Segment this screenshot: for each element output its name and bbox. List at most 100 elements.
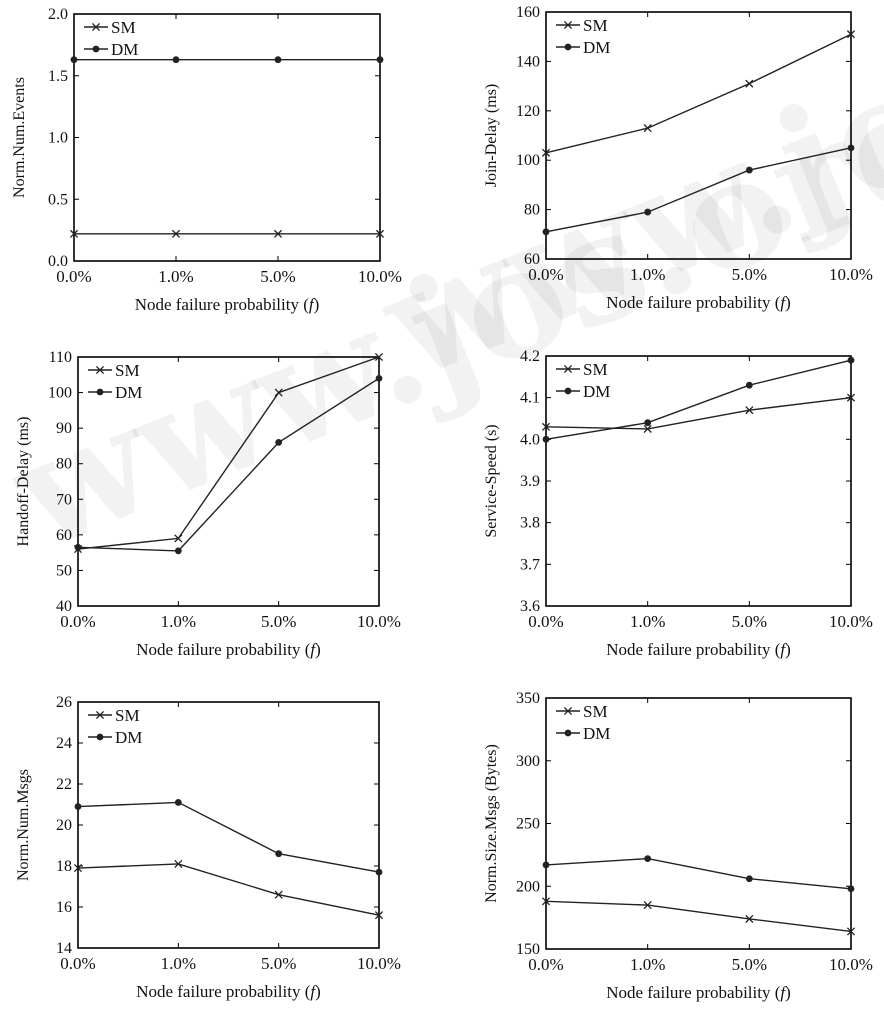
- x-mark-stroke: [374, 911, 384, 920]
- chart-panel-3: 40 50 60 70 80 90 100 110 0.0% 1.0% 5.0% 10.0% Node …: [15, 349, 401, 659]
- x-axis-label: Node failure probability (f): [136, 640, 321, 659]
- y-tick-label: 140: [516, 53, 540, 70]
- y-tick-label: 0.5: [48, 191, 68, 208]
- data-point-dm: [644, 855, 652, 863]
- chart-panel-2: 60 80 100 120 140 160 0.0% 1.0% 5.0% 10.0% Node fa…: [483, 4, 873, 312]
- data-point-sm: [846, 927, 856, 936]
- data-point-dm: [376, 56, 384, 64]
- legend-marker: [564, 387, 572, 395]
- y-tick-label: 18: [56, 858, 72, 875]
- data-point-sm: [846, 393, 856, 402]
- y-tick-label: 4.0: [520, 431, 540, 448]
- series-line-dm: [545, 359, 852, 440]
- legend-label: SM: [115, 706, 140, 725]
- legend-marker: [96, 388, 104, 396]
- legend-label: DM: [583, 38, 610, 57]
- x-tick-label: 1.0%: [630, 955, 665, 974]
- chart-panel-1: 0.0 0.5 1.0 1.5 2.0 0.0% 1.0% 5.0% 10.0% Node fai…: [11, 6, 402, 314]
- x-tick-label: 10.0%: [357, 612, 401, 631]
- data-point-sm: [374, 911, 384, 920]
- data-point-sm: [541, 897, 551, 906]
- data-point-sm: [643, 424, 652, 433]
- legend-label: SM: [111, 18, 136, 37]
- chart-panel-6: 150 200 250 300 350 0.0% 1.0% 5.0% 10.0% Node fai…: [483, 690, 873, 1002]
- x-axis-label: Node failure probability (f): [135, 295, 320, 314]
- y-axis-label: Handoff-Delay (ms): [15, 417, 32, 547]
- y-tick-label: 1.0: [48, 130, 68, 147]
- legend-marker: [95, 365, 105, 375]
- data-point-dm: [274, 56, 282, 64]
- x-mark-stroke: [73, 863, 83, 873]
- x-mark-stroke: [643, 424, 652, 433]
- legend-marker: [92, 45, 100, 53]
- y-axis-label: Norm.Num.Msgs: [15, 769, 32, 881]
- data-point-sm: [174, 859, 183, 869]
- data-point-sm: [273, 229, 283, 238]
- legend-label: SM: [115, 361, 140, 380]
- data-point-sm: [375, 229, 385, 238]
- y-tick-label: 70: [56, 491, 72, 508]
- legend-label: DM: [115, 728, 142, 747]
- x-mark-stroke: [563, 20, 573, 30]
- data-point-dm: [644, 208, 652, 216]
- x-axis-label: Node failure probability (f): [606, 293, 791, 312]
- data-point-sm: [69, 229, 79, 238]
- legend-marker: [563, 706, 573, 716]
- x-mark-stroke: [643, 901, 652, 910]
- x-mark-stroke: [745, 914, 754, 923]
- x-tick-label: 10.0%: [829, 265, 873, 284]
- y-tick-label: 100: [516, 152, 540, 169]
- data-point-dm: [74, 803, 82, 810]
- y-tick-label: 250: [516, 816, 540, 833]
- y-tick-label: 60: [524, 251, 540, 268]
- legend-label: DM: [583, 382, 610, 401]
- x-mark-stroke: [541, 148, 551, 157]
- data-point-dm: [847, 144, 855, 152]
- y-tick-label: 3.6: [520, 598, 540, 615]
- data-point-dm: [847, 885, 855, 893]
- legend-marker: [564, 729, 572, 737]
- x-tick-label: 0.0%: [528, 955, 563, 974]
- x-tick-label: 10.0%: [829, 955, 873, 974]
- series-line-dm: [77, 377, 380, 552]
- y-axis-label: Service-Speed (s): [483, 424, 500, 537]
- x-mark-stroke: [274, 890, 283, 899]
- data-point-dm: [644, 419, 652, 427]
- data-point-sm: [171, 229, 181, 238]
- y-tick-label: 150: [516, 941, 540, 958]
- y-tick-label: 200: [516, 878, 540, 895]
- y-axis-label: Norm.Size.Msgs (Bytes): [483, 744, 500, 903]
- series-line-sm: [545, 397, 852, 430]
- y-tick-label: 80: [56, 456, 72, 473]
- data-point-sm: [745, 914, 754, 923]
- y-tick-label: 160: [516, 4, 540, 21]
- y-tick-label: 350: [516, 690, 540, 707]
- x-mark-stroke: [846, 30, 856, 39]
- x-mark-stroke: [745, 406, 754, 415]
- y-tick-label: 300: [516, 753, 540, 770]
- x-mark-stroke: [174, 534, 183, 543]
- data-point-sm: [745, 406, 754, 415]
- data-point-dm: [74, 543, 82, 551]
- data-point-sm: [541, 422, 551, 431]
- x-tick-label: 5.0%: [260, 267, 295, 286]
- y-tick-label: 3.7: [520, 556, 540, 573]
- series-line-dm: [545, 147, 852, 233]
- x-tick-label: 0.0%: [528, 265, 563, 284]
- series-line-dm: [77, 801, 380, 873]
- y-tick-label: 0.0: [48, 253, 68, 270]
- x-tick-label: 1.0%: [630, 612, 665, 631]
- legend-label: DM: [111, 40, 138, 59]
- y-tick-label: 26: [56, 694, 72, 711]
- y-tick-label: 14: [56, 940, 72, 957]
- x-tick-label: 10.0%: [357, 954, 401, 973]
- chart-panel-5: 14 16 18 20 22 24 26 0.0% 1.0% 5.0% 10.0% Node fail…: [15, 694, 401, 1001]
- y-tick-label: 1.5: [48, 68, 68, 85]
- data-point-dm: [542, 861, 550, 869]
- y-tick-label: 20: [56, 817, 72, 834]
- x-mark-stroke: [745, 79, 754, 88]
- data-point-dm: [70, 56, 78, 64]
- legend-marker: [563, 364, 573, 374]
- legend-label: DM: [583, 724, 610, 743]
